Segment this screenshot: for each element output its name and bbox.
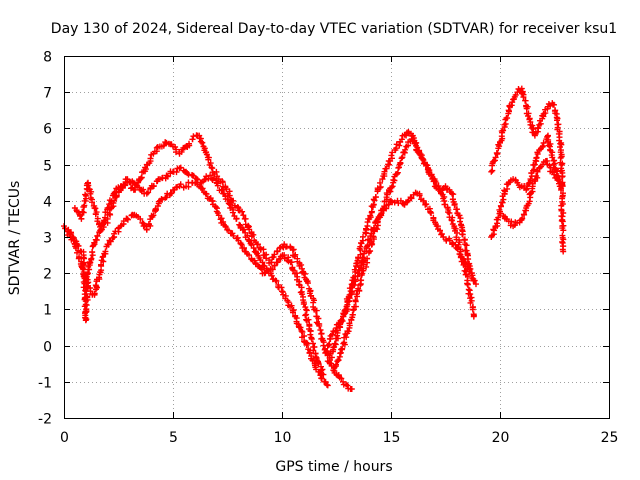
y-tick-label: 0 xyxy=(43,340,52,356)
y-tick-label: 3 xyxy=(43,231,52,247)
y-tick-label: 2 xyxy=(43,267,52,283)
y-tick-label: 7 xyxy=(43,86,52,102)
y-tick-label: 6 xyxy=(43,122,52,138)
y-tick-labels: -2 -1 0 1 2 3 4 5 6 7 8 xyxy=(38,50,52,428)
x-tick-labels: 0 5 10 15 20 25 xyxy=(60,430,618,446)
series-track-7 xyxy=(488,85,567,255)
y-tick-label: 1 xyxy=(43,303,52,319)
series-track-5 xyxy=(331,132,475,374)
data-series-group xyxy=(61,85,567,392)
x-tick-label: 20 xyxy=(492,430,510,446)
y-axis-label: SDTVAR / TECUs xyxy=(7,181,23,296)
chart-title: Day 130 of 2024, Sidereal Day-to-day VTE… xyxy=(51,21,617,37)
x-tick-label: 0 xyxy=(60,430,69,446)
x-tick-label: 5 xyxy=(169,430,178,446)
series-track-9 xyxy=(497,157,562,230)
y-tick-label: -2 xyxy=(38,412,52,428)
y-tick-label: 4 xyxy=(43,195,52,211)
y-tick-label: 8 xyxy=(43,50,52,66)
y-tick-label: 5 xyxy=(43,159,52,175)
x-tick-label: 25 xyxy=(601,430,619,446)
series-track-3 xyxy=(65,179,327,378)
series-track-1 xyxy=(61,164,331,389)
y-tick-label: -1 xyxy=(38,376,52,392)
series-track-6 xyxy=(322,189,479,356)
x-axis-label: GPS time / hours xyxy=(275,459,392,475)
series-track-8 xyxy=(488,132,564,240)
x-tick-label: 15 xyxy=(383,430,401,446)
axis-ticks xyxy=(64,56,610,419)
x-tick-label: 10 xyxy=(274,430,292,446)
series-track-2 xyxy=(71,132,355,392)
